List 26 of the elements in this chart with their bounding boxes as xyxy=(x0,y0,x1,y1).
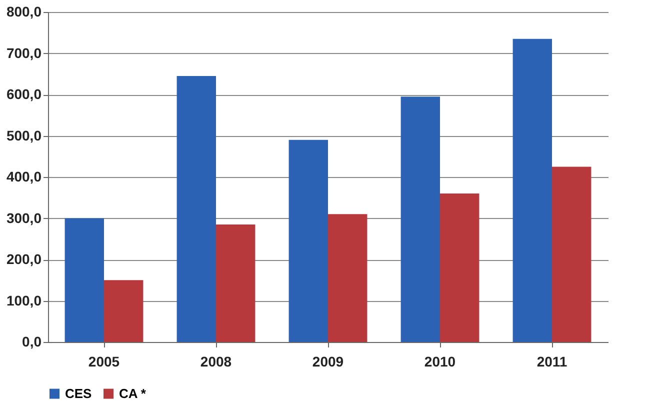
bar xyxy=(400,96,440,342)
y-tick-label: 200,0 xyxy=(6,251,42,267)
x-tick-label: 2005 xyxy=(88,354,120,370)
y-tick-label: 600,0 xyxy=(6,86,42,102)
x-tick-label: 2009 xyxy=(312,354,344,370)
legend-label: CA * xyxy=(119,386,147,401)
bar xyxy=(176,76,216,342)
bar xyxy=(552,166,592,342)
y-tick-label: 300,0 xyxy=(6,210,42,226)
y-tick-label: 700,0 xyxy=(6,44,42,61)
x-tick-label: 2011 xyxy=(536,354,568,370)
y-tick-label: 800,0 xyxy=(6,4,42,20)
x-tick-label: 2010 xyxy=(424,354,456,370)
bar xyxy=(104,280,144,342)
y-tick-label: 100,0 xyxy=(6,292,42,308)
bar xyxy=(440,194,480,342)
y-tick-label: 500,0 xyxy=(6,127,42,144)
legend-label: CES xyxy=(65,386,92,401)
bar xyxy=(216,224,256,342)
bar xyxy=(328,214,368,342)
y-tick-label: 400,0 xyxy=(6,168,42,184)
bar xyxy=(288,140,328,342)
y-tick-label: 0,0 xyxy=(22,334,42,350)
bar xyxy=(512,38,552,342)
bar xyxy=(64,218,104,342)
x-tick-label: 2008 xyxy=(200,354,232,370)
